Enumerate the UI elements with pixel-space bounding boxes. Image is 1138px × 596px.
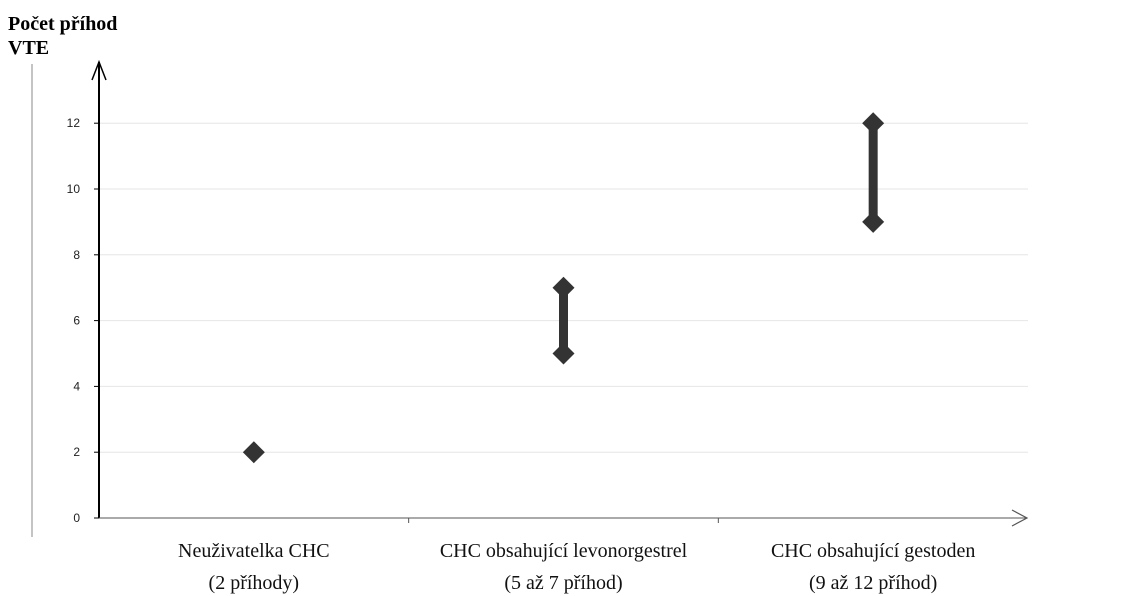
y-tick-label-2: 2 <box>73 445 80 459</box>
y-ticks: 0 2 4 6 8 10 12 <box>67 116 99 525</box>
range-low-marker-0 <box>242 441 265 464</box>
category-label-1: CHC obsahující levonorgestrel <box>440 540 688 562</box>
y-axis-title-line-2: VTE <box>8 37 49 59</box>
data-marks <box>242 112 885 464</box>
category-sublabel-1: (5 až 7 příhod) <box>504 572 622 594</box>
category-sublabel-0: (2 příhody) <box>209 572 300 594</box>
y-tick-label-10: 10 <box>67 182 81 196</box>
category-sublabel-2: (9 až 12 příhod) <box>809 572 937 594</box>
category-label-2: CHC obsahující gestoden <box>771 540 975 562</box>
y-tick-label-8: 8 <box>73 248 80 262</box>
y-tick-label-12: 12 <box>67 116 81 130</box>
category-labels: Neuživatelka CHC (2 příhody) CHC obsahujíc… <box>178 540 975 594</box>
range-low-marker-2 <box>862 210 885 233</box>
x-axis-arrow <box>1011 509 1029 527</box>
y-tick-label-4: 4 <box>73 379 80 393</box>
range-high-marker-2 <box>862 112 885 135</box>
axes <box>91 59 1029 527</box>
y-tick-label-0: 0 <box>73 511 80 525</box>
category-label-0: Neuživatelka CHC <box>178 540 330 562</box>
y-axis-arrow <box>91 59 107 81</box>
y-tick-label-6: 6 <box>73 314 80 328</box>
range-low-marker-1 <box>552 342 575 365</box>
range-high-marker-1 <box>552 276 575 299</box>
y-axis-title-line-1: Počet příhod <box>8 13 117 35</box>
